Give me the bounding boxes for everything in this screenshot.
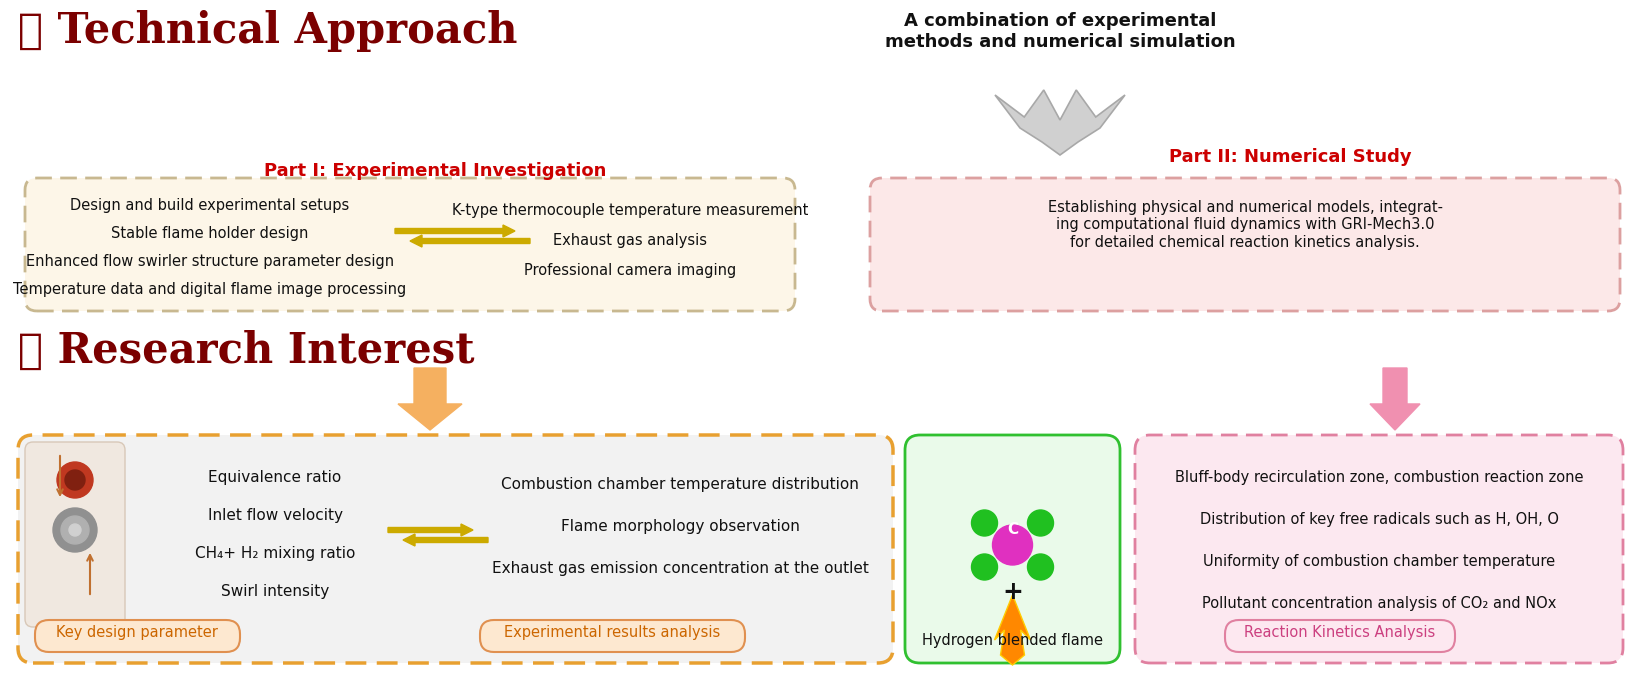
FancyBboxPatch shape xyxy=(906,435,1120,663)
Text: Design and build experimental setups: Design and build experimental setups xyxy=(70,198,349,213)
Text: Exhaust gas analysis: Exhaust gas analysis xyxy=(554,233,708,248)
Text: A combination of experimental
methods and numerical simulation: A combination of experimental methods an… xyxy=(885,12,1235,50)
Text: Exhaust gas emission concentration at the outlet: Exhaust gas emission concentration at th… xyxy=(491,561,868,576)
Text: Establishing physical and numerical models, integrat-
ing computational fluid dy: Establishing physical and numerical mode… xyxy=(1047,200,1443,250)
Circle shape xyxy=(57,462,93,498)
Text: +: + xyxy=(1002,580,1024,604)
FancyArrow shape xyxy=(388,524,473,536)
Text: Key design parameter: Key design parameter xyxy=(56,625,218,640)
Text: Reaction Kinetics Analysis: Reaction Kinetics Analysis xyxy=(1245,625,1435,640)
Text: ✓ Technical Approach: ✓ Technical Approach xyxy=(18,10,518,52)
Polygon shape xyxy=(994,595,1030,665)
Text: Professional camera imaging: Professional camera imaging xyxy=(524,263,735,278)
Text: Stable flame holder design: Stable flame holder design xyxy=(111,226,308,241)
Text: Swirl intensity: Swirl intensity xyxy=(221,584,329,599)
FancyBboxPatch shape xyxy=(870,178,1620,311)
Polygon shape xyxy=(1369,368,1420,430)
FancyBboxPatch shape xyxy=(25,442,124,627)
FancyBboxPatch shape xyxy=(1135,435,1623,663)
Text: CH₄+ H₂ mixing ratio: CH₄+ H₂ mixing ratio xyxy=(195,546,355,561)
Text: Distribution of key free radicals such as H, OH, O: Distribution of key free radicals such a… xyxy=(1199,512,1558,527)
Circle shape xyxy=(971,510,998,536)
Text: Enhanced flow swirler structure parameter design: Enhanced flow swirler structure paramete… xyxy=(26,254,395,269)
FancyArrow shape xyxy=(395,225,514,237)
FancyBboxPatch shape xyxy=(25,178,794,311)
FancyBboxPatch shape xyxy=(18,435,893,663)
Text: Part II: Numerical Study: Part II: Numerical Study xyxy=(1168,148,1412,166)
Text: Flame morphology observation: Flame morphology observation xyxy=(560,519,799,534)
Text: Part I: Experimental Investigation: Part I: Experimental Investigation xyxy=(264,162,606,180)
FancyBboxPatch shape xyxy=(480,620,745,652)
Text: Inlet flow velocity: Inlet flow velocity xyxy=(208,508,342,523)
FancyBboxPatch shape xyxy=(1225,620,1455,652)
Text: K-type thermocouple temperature measurement: K-type thermocouple temperature measurem… xyxy=(452,203,808,218)
Text: Experimental results analysis: Experimental results analysis xyxy=(505,625,721,640)
Text: Bluff-body recirculation zone, combustion reaction zone: Bluff-body recirculation zone, combustio… xyxy=(1174,470,1584,485)
Text: C: C xyxy=(1007,522,1019,537)
Circle shape xyxy=(971,554,998,580)
Text: Combustion chamber temperature distribution: Combustion chamber temperature distribut… xyxy=(501,477,858,492)
Circle shape xyxy=(66,470,85,490)
FancyArrow shape xyxy=(410,235,531,247)
Polygon shape xyxy=(994,90,1125,155)
Circle shape xyxy=(1027,510,1053,536)
Text: Temperature data and digital flame image processing: Temperature data and digital flame image… xyxy=(13,282,406,297)
Polygon shape xyxy=(398,368,462,430)
Circle shape xyxy=(1027,554,1053,580)
Circle shape xyxy=(61,516,88,544)
Text: ✓ Research Interest: ✓ Research Interest xyxy=(18,330,475,372)
Circle shape xyxy=(993,525,1032,565)
Circle shape xyxy=(69,524,80,536)
Text: Equivalence ratio: Equivalence ratio xyxy=(208,470,342,485)
Text: Hydrogen blended flame: Hydrogen blended flame xyxy=(922,633,1102,648)
FancyBboxPatch shape xyxy=(34,620,241,652)
Text: Uniformity of combustion chamber temperature: Uniformity of combustion chamber tempera… xyxy=(1202,554,1554,569)
FancyArrow shape xyxy=(403,534,488,546)
Text: Pollutant concentration analysis of CO₂ and NOx: Pollutant concentration analysis of CO₂ … xyxy=(1202,596,1556,611)
Circle shape xyxy=(52,508,97,552)
